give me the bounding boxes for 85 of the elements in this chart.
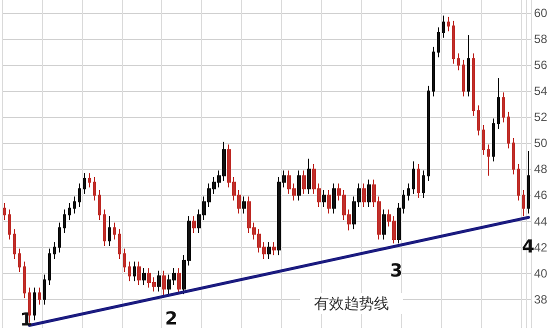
y-tick-label: 50	[534, 136, 548, 150]
candlestick	[8, 209, 11, 240]
candlestick	[118, 228, 121, 260]
y-tick-label: 58	[534, 32, 548, 46]
candlestick	[522, 190, 525, 217]
candlestick	[502, 92, 505, 123]
y-tick-label: 56	[534, 58, 548, 72]
candlestick	[93, 176, 96, 201]
candlestick	[68, 202, 71, 220]
candlestick	[452, 20, 455, 64]
candlestick	[103, 209, 106, 246]
candlestick	[63, 209, 66, 234]
candlestick	[442, 15, 445, 38]
candlestick	[407, 183, 410, 201]
candlestick	[497, 78, 500, 130]
candlestick	[437, 26, 440, 58]
candlestick	[13, 228, 16, 260]
candlestick	[133, 261, 136, 282]
candlestick	[53, 242, 56, 260]
candlestick	[417, 164, 420, 198]
candlestick	[332, 183, 336, 214]
candlestick	[297, 170, 301, 201]
y-tick-label: 40	[534, 266, 548, 280]
candlestick	[362, 183, 366, 208]
candlestick	[517, 164, 520, 201]
y-tick-label: 52	[534, 110, 548, 124]
y-tick-label: 46	[534, 188, 548, 202]
candlestick	[113, 222, 116, 240]
y-tick-label: 48	[534, 162, 548, 176]
candlestick	[302, 170, 306, 194]
annotation: 3	[390, 260, 403, 282]
candlestick	[88, 172, 91, 188]
y-tick-label: 54	[534, 84, 548, 98]
candlestick	[33, 287, 36, 321]
candlestick	[3, 202, 6, 220]
candlestick	[123, 248, 126, 273]
candlestick	[432, 46, 435, 97]
candlestick	[322, 190, 326, 208]
y-tick-label: 38	[534, 292, 548, 306]
candlestick	[472, 52, 475, 116]
candlestick	[162, 270, 166, 296]
candlestick	[23, 261, 26, 299]
candlestick	[492, 118, 495, 162]
candlestick	[242, 196, 246, 214]
candlestick	[487, 144, 490, 176]
candlestick	[43, 274, 46, 306]
candlestick	[267, 242, 271, 260]
candlestick	[137, 261, 141, 286]
candlestick	[422, 170, 425, 198]
annotation: 2	[165, 308, 178, 330]
annotation: 1	[20, 310, 33, 330]
candlestick	[512, 137, 515, 175]
candlestick	[78, 183, 81, 208]
candlestick	[327, 190, 331, 214]
candlestick	[83, 172, 86, 194]
candlestick	[427, 85, 430, 182]
candlestick	[307, 158, 311, 194]
candlestick	[527, 150, 530, 214]
candlestick	[507, 111, 510, 149]
candlestick	[412, 160, 415, 194]
candlestick	[38, 287, 41, 306]
candlestick	[382, 209, 386, 240]
candlestick	[457, 52, 460, 71]
candlestick	[98, 190, 101, 220]
annotation: 有效趋势线	[314, 294, 389, 312]
candlestick	[58, 222, 61, 254]
candlestick	[48, 248, 51, 286]
annotation: 4	[522, 236, 535, 258]
candlestick	[462, 59, 465, 97]
candlestick	[367, 179, 371, 208]
candlestick	[18, 248, 21, 273]
candlestick	[192, 216, 196, 234]
candlestick	[482, 124, 485, 156]
y-tick-label: 44	[534, 214, 548, 228]
candlestick	[477, 104, 480, 136]
candlestick	[128, 261, 131, 282]
candlestick	[157, 270, 161, 292]
candlestick	[467, 34, 470, 97]
candlestick	[73, 196, 76, 214]
y-tick-label: 60	[534, 6, 548, 20]
y-tick-label: 42	[534, 240, 548, 254]
candlestick	[447, 16, 450, 32]
candlestick	[108, 216, 111, 246]
candlestick	[142, 268, 146, 286]
candlestick	[272, 242, 276, 256]
